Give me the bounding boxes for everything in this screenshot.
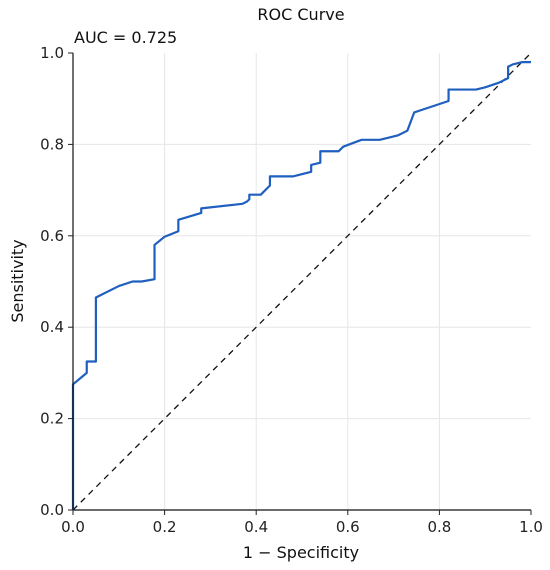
x-axis-label: 1 − Specificity: [243, 543, 359, 562]
roc-curve-line: [71, 61, 531, 510]
x-tick-label: 0.8: [427, 518, 451, 536]
gridlines: [73, 53, 531, 510]
y-tick-label: 0.2: [40, 410, 64, 428]
y-tick-label: 0.0: [40, 501, 64, 519]
x-tick-label: 0.6: [336, 518, 360, 536]
x-tick-label: 0.4: [244, 518, 268, 536]
axes: [72, 53, 531, 511]
y-tick-label: 0.6: [40, 227, 64, 245]
chart-title: ROC Curve: [257, 5, 344, 24]
y-axis-ticks: 0.0 0.2 0.4 0.6 0.8 1.0: [40, 44, 73, 519]
y-axis-label: Sensitivity: [8, 239, 27, 322]
reference-diagonal: [72, 52, 532, 511]
x-axis-ticks: 0.0 0.2 0.4 0.6 0.8 1.0: [61, 510, 543, 536]
y-tick-label: 0.4: [40, 318, 64, 336]
x-tick-label: 0.2: [153, 518, 177, 536]
x-tick-label: 0.0: [61, 518, 85, 536]
x-tick-label: 1.0: [519, 518, 543, 536]
auc-annotation: AUC = 0.725: [74, 28, 177, 47]
y-tick-label: 0.8: [40, 135, 64, 153]
y-tick-label: 1.0: [40, 44, 64, 62]
